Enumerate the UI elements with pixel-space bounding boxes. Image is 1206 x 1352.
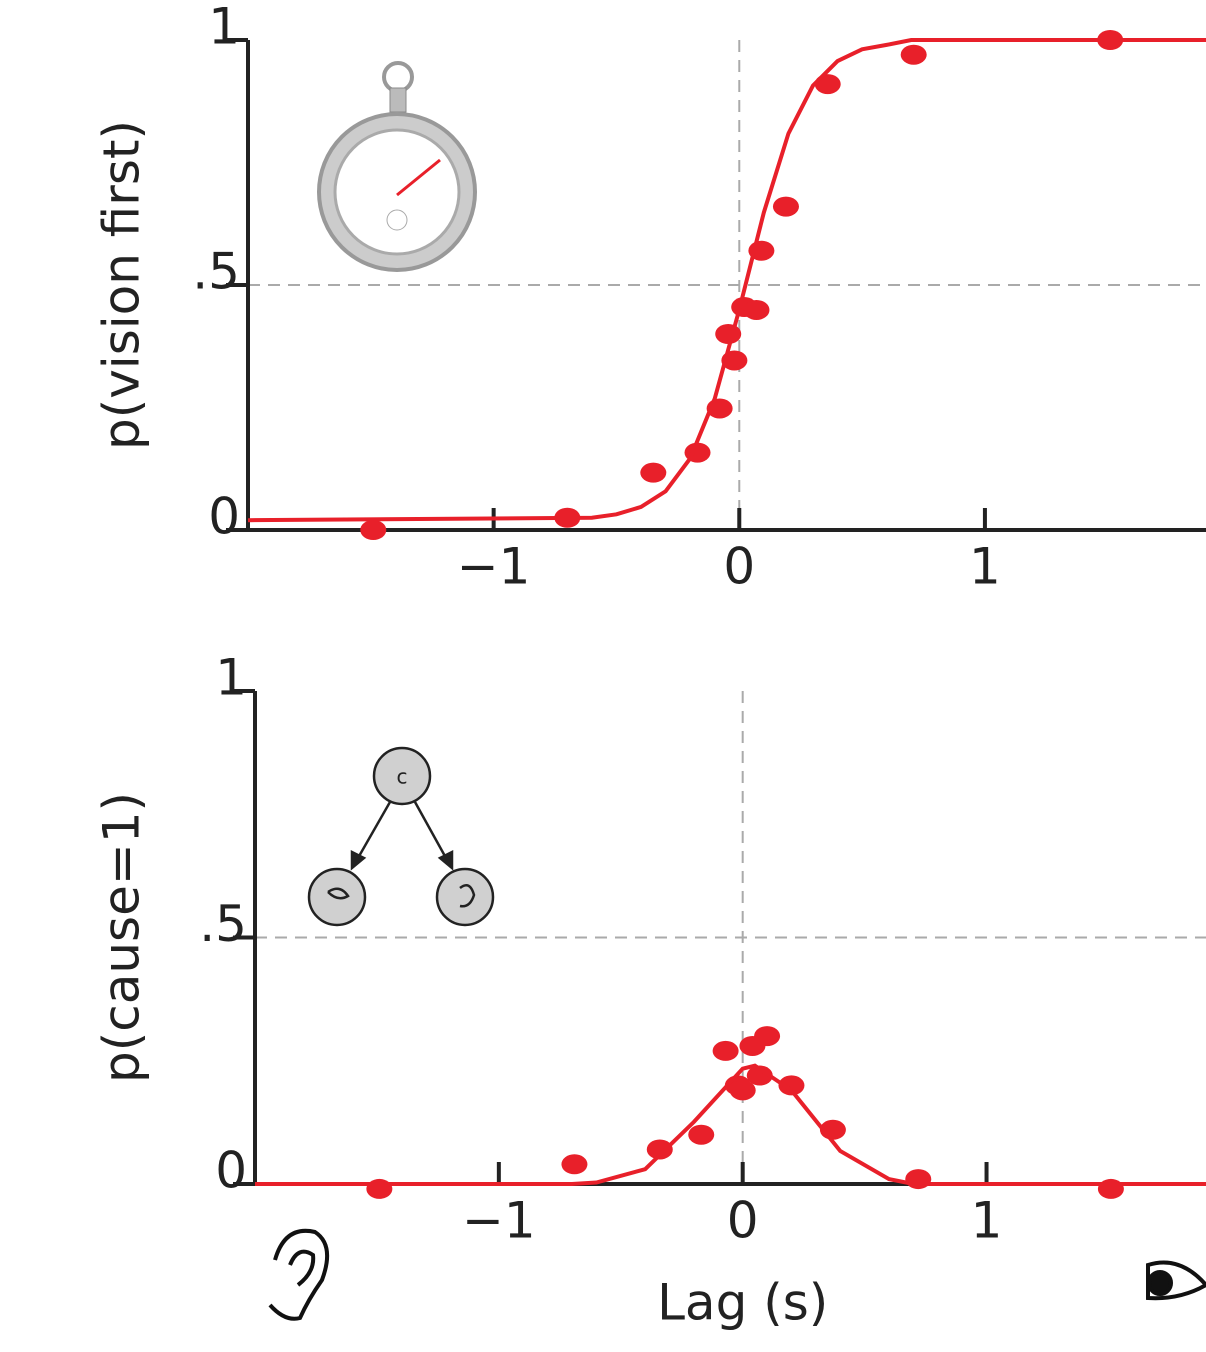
stopwatch-icon bbox=[317, 61, 477, 272]
eye-icon bbox=[1146, 1260, 1206, 1301]
x-tick-label: 1 bbox=[969, 538, 1001, 596]
x-tick-label: −1 bbox=[457, 538, 531, 596]
data-point bbox=[640, 462, 667, 483]
data-point bbox=[712, 1040, 739, 1061]
ear-icon bbox=[268, 1228, 330, 1321]
data-point bbox=[772, 196, 799, 217]
x-tick-label: 0 bbox=[727, 1192, 759, 1250]
y-tick-label: 1 bbox=[215, 649, 247, 707]
x-tick-label: 1 bbox=[971, 1192, 1003, 1250]
data-point bbox=[814, 74, 841, 95]
y-axis-label: p(cause=1) bbox=[93, 792, 151, 1083]
data-point bbox=[743, 299, 770, 320]
data-point bbox=[688, 1124, 715, 1145]
data-point bbox=[360, 520, 387, 540]
y-tick-label: 0 bbox=[208, 488, 240, 546]
y-tick-label: 0 bbox=[215, 1142, 247, 1200]
data-point bbox=[729, 1080, 756, 1101]
x-axis-label: Lag (s) bbox=[657, 1274, 828, 1332]
dag-icon bbox=[307, 746, 495, 927]
data-point bbox=[715, 324, 742, 344]
data-point bbox=[754, 1026, 781, 1047]
data-point bbox=[778, 1075, 805, 1096]
data-point bbox=[905, 1169, 932, 1190]
y-axis-label: p(vision first) bbox=[93, 120, 151, 450]
y-tick-label: .5 bbox=[192, 243, 240, 301]
data-point bbox=[746, 1065, 773, 1086]
y-tick-label: 1 bbox=[208, 0, 240, 56]
data-point bbox=[366, 1178, 393, 1199]
x-tick-label: 0 bbox=[723, 538, 755, 596]
fit-line bbox=[255, 1063, 1206, 1186]
x-tick-label: −1 bbox=[462, 1192, 536, 1250]
data-point bbox=[1097, 1178, 1124, 1199]
fit-line bbox=[247, 38, 1206, 523]
y-tick-label: .5 bbox=[199, 895, 247, 953]
data-point bbox=[900, 44, 927, 65]
data-point bbox=[561, 1154, 588, 1175]
data-point bbox=[646, 1139, 673, 1160]
inset-label: c bbox=[397, 765, 408, 789]
